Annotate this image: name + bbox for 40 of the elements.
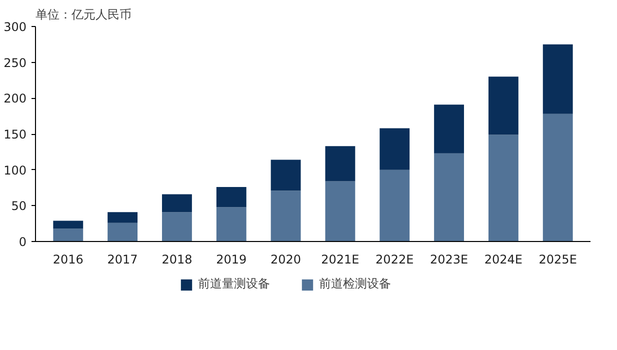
bar (53, 228, 84, 242)
x-tick-label: 2016 (52, 252, 84, 266)
legend-label: 前道量测设备 (198, 276, 270, 292)
bar (488, 76, 518, 135)
x-tick-label: 2024E (484, 252, 523, 266)
bar (162, 194, 192, 212)
bar (162, 212, 192, 242)
y-tick-label: 200 (4, 92, 26, 106)
bar (325, 146, 356, 182)
y-tick-label: 50 (11, 199, 27, 214)
bar (270, 190, 301, 242)
bar (270, 160, 301, 191)
x-tick-label: 2019 (216, 252, 247, 266)
chart-title: 单位：亿元人民币 (36, 8, 132, 22)
x-tick-label: 2018 (162, 252, 192, 266)
y-tick-label: 300 (4, 20, 26, 34)
bar (53, 220, 84, 229)
bar (434, 104, 464, 154)
bar (108, 222, 138, 242)
x-tick-label: 2020 (270, 252, 302, 266)
y-tick-label: 100 (4, 163, 26, 178)
bar (380, 128, 410, 170)
bar (488, 134, 518, 242)
y-tick-label: 250 (4, 56, 26, 70)
x-tick-label: 2023E (430, 252, 468, 266)
bar (542, 114, 573, 242)
bar (325, 181, 356, 242)
legend-label: 前道检测设备 (319, 276, 391, 292)
bar (108, 212, 138, 223)
bar (216, 207, 246, 242)
bar (216, 187, 246, 208)
x-tick-label: 2025E (538, 252, 577, 266)
y-tick-label: 0 (18, 235, 27, 249)
bar (380, 170, 410, 242)
x-tick-label: 2022E (376, 252, 414, 266)
y-tick-label: 150 (4, 128, 26, 142)
x-tick-label: 2021E (321, 252, 360, 266)
bar (542, 44, 573, 114)
bar (434, 153, 464, 242)
x-tick-label: 2017 (107, 252, 138, 266)
